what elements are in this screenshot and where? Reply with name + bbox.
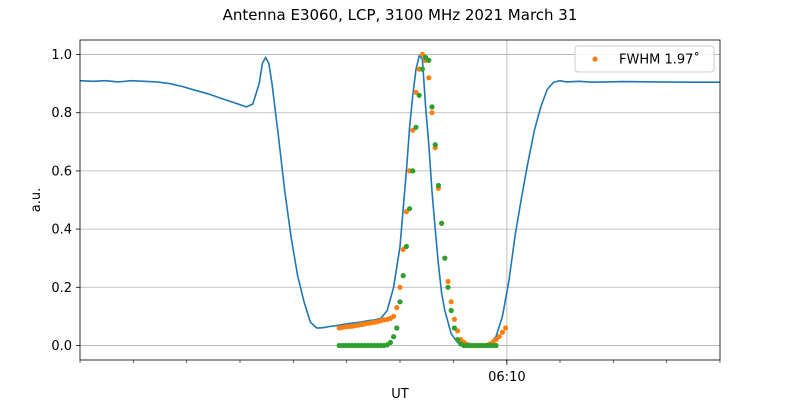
series-points-fit <box>336 51 509 349</box>
data-point-data <box>397 299 403 305</box>
legend-marker <box>592 56 598 62</box>
data-point-data <box>416 92 422 98</box>
data-point-fit <box>496 334 502 340</box>
data-point-data <box>455 337 461 343</box>
data-point-fit <box>397 284 403 290</box>
data-point-data <box>391 334 397 340</box>
y-tick-label: 0.6 <box>51 164 72 179</box>
data-point-data <box>439 220 445 226</box>
legend-box <box>574 45 715 73</box>
series-line-scan <box>79 54 720 347</box>
data-point-data <box>387 339 393 346</box>
data-point-fit <box>451 316 457 322</box>
y-axis-label: a.u. <box>29 188 44 212</box>
data-point-data <box>413 124 419 130</box>
x-axis-label: UT <box>391 387 409 400</box>
y-tick-label: 0.8 <box>51 106 72 121</box>
y-tick-label: 1.0 <box>51 48 72 63</box>
legend: FWHM 1.97˚ <box>574 45 715 73</box>
data-point-fit <box>503 325 509 331</box>
data-point-data <box>445 284 451 290</box>
data-point-data <box>432 142 438 148</box>
legend-label: FWHM 1.97˚ <box>619 52 700 68</box>
data-point-data <box>493 342 499 349</box>
series-points-data <box>336 54 499 349</box>
y-tick-label: 0.4 <box>51 223 72 238</box>
x-tick-label: 06:10 <box>488 370 525 385</box>
data-point-fit <box>445 278 451 285</box>
data-point-data <box>407 206 413 212</box>
data-point-data <box>426 57 432 64</box>
data-point-data <box>419 66 425 72</box>
chart-title: Antenna E3060, LCP, 3100 MHz 2021 March … <box>223 6 578 24</box>
data-point-data <box>429 104 435 110</box>
data-point-data <box>442 255 448 261</box>
y-tick-label: 0.2 <box>51 281 72 296</box>
data-point-fit <box>394 305 400 311</box>
data-point-data <box>410 168 416 174</box>
y-tick-label: 0.0 <box>51 339 72 354</box>
data-point-data <box>400 273 406 279</box>
data-point-fit <box>499 329 505 335</box>
data-point-data <box>403 243 409 250</box>
data-point-data <box>394 325 400 331</box>
data-point-fit <box>429 110 435 116</box>
data-point-data <box>451 325 457 331</box>
data-point-fit <box>448 299 454 305</box>
data-point-data <box>448 307 454 314</box>
data-point-fit <box>426 75 432 81</box>
data-point-data <box>435 182 441 189</box>
plot-area: 0.0 0.2 0.4 0.6 0.8 1.0 06:10 <box>51 39 721 385</box>
axes-frame <box>79 39 721 361</box>
data-point-fit <box>391 313 397 319</box>
